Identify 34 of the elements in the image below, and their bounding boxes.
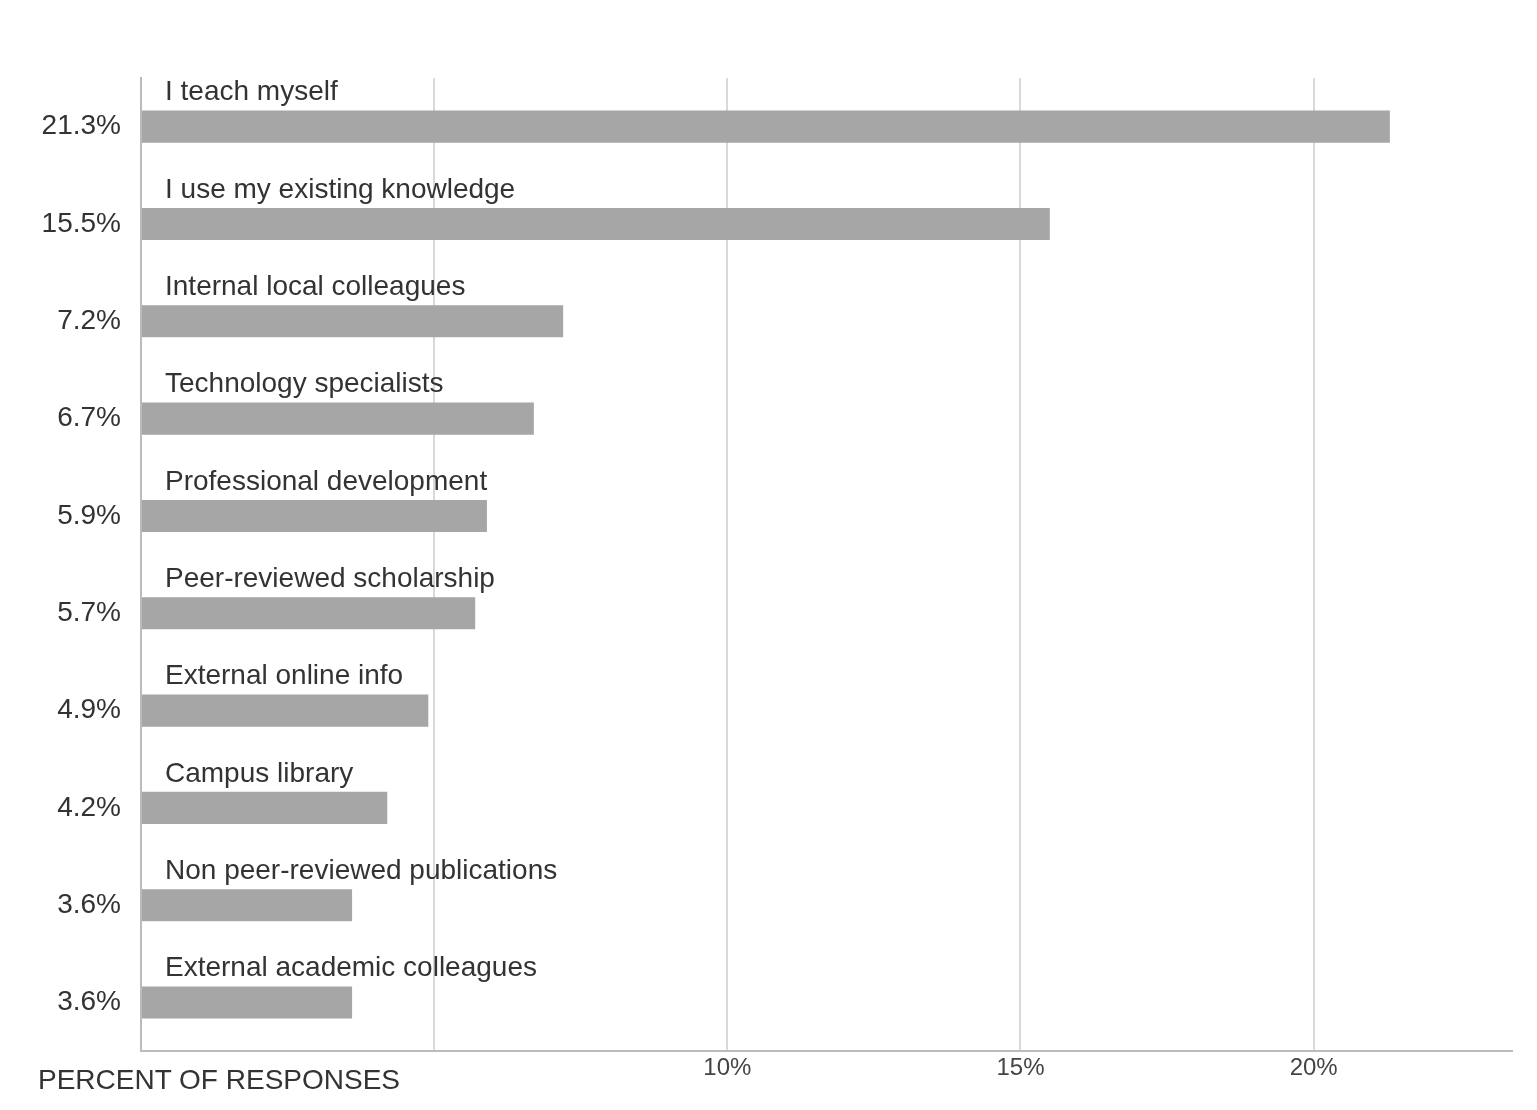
y-tick-label: External academic colleagues (165, 951, 537, 983)
y-tick-label: Internal local colleagues (165, 270, 466, 302)
bar (142, 207, 1050, 241)
y-tick-label: I use my existing knowledge (165, 172, 516, 204)
y-tick-label: Campus library (165, 756, 354, 788)
y-tick-label: External online info (165, 659, 404, 691)
data-label: 7.2% (57, 304, 121, 336)
data-label: 6.7% (57, 401, 121, 433)
bar (142, 694, 429, 727)
data-label: 21.3% (41, 109, 121, 141)
y-tick-label: Technology specialists (165, 367, 444, 399)
data-label: 3.6% (57, 887, 121, 919)
y-tick-label: Peer-reviewed scholarship (165, 561, 495, 593)
bar (142, 889, 353, 922)
data-label: 15.5% (41, 206, 121, 238)
bar (142, 305, 564, 338)
y-tick-label: Professional development (165, 464, 488, 496)
bar (142, 402, 534, 435)
bar (142, 986, 353, 1019)
bar (142, 597, 476, 630)
x-tick-label: 15% (996, 1053, 1045, 1081)
data-label: 5.9% (57, 498, 121, 530)
bar (142, 791, 388, 824)
data-label: 4.9% (57, 693, 121, 725)
x-tick-label: 20% (1289, 1053, 1338, 1081)
x-tick-label: 10% (703, 1053, 752, 1081)
y-tick-label: I teach myself (165, 75, 338, 107)
bar (142, 110, 1390, 143)
data-label: 4.2% (57, 790, 121, 822)
data-label: 5.7% (57, 595, 121, 627)
y-tick-label: Non peer-reviewed publications (165, 853, 558, 885)
x-axis-title: PERCENT OF RESPONSES (38, 1063, 401, 1095)
bar (142, 499, 487, 532)
data-label: 3.6% (57, 985, 121, 1017)
